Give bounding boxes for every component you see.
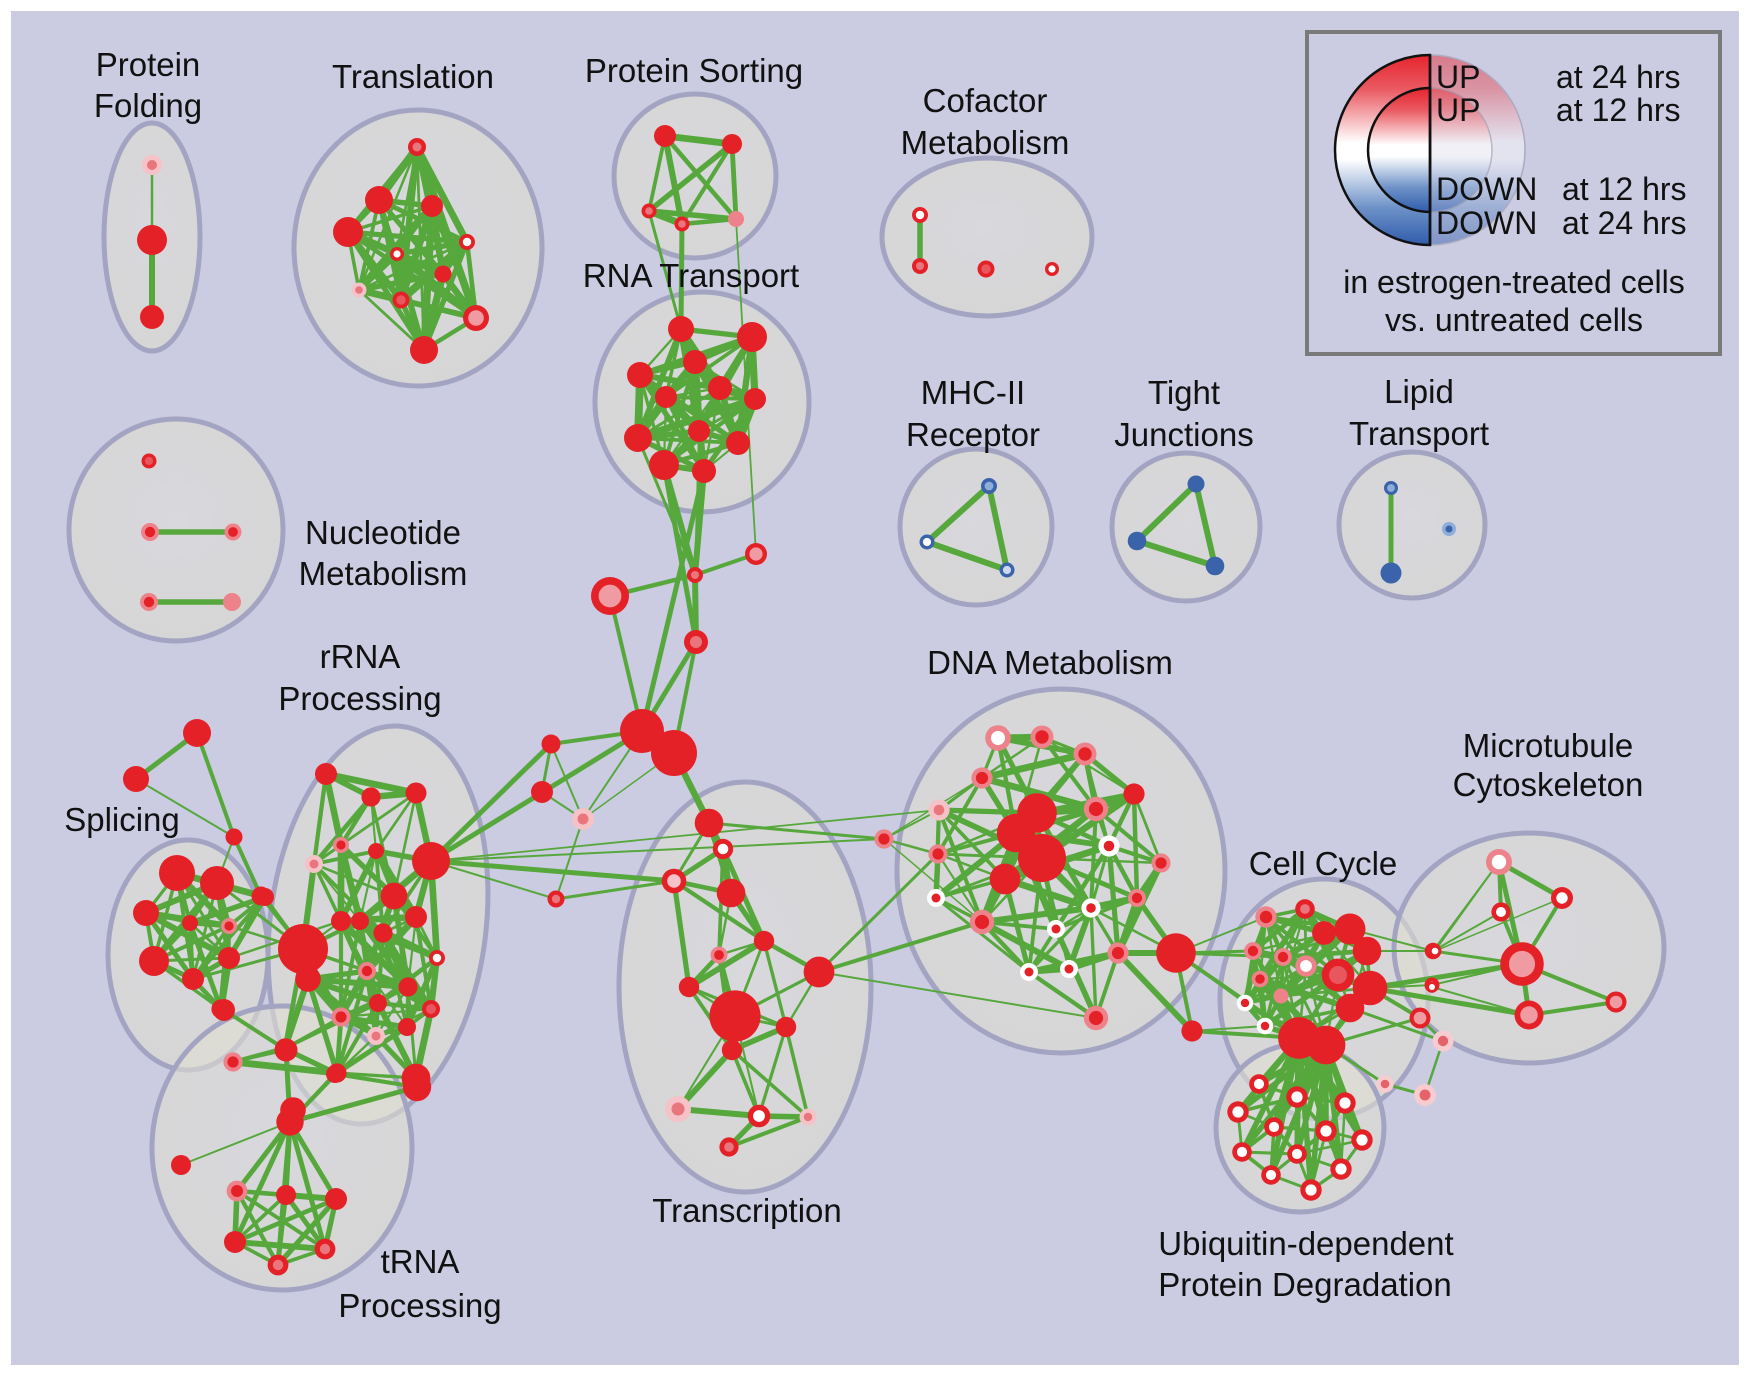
svg-text:Junctions: Junctions — [1114, 416, 1253, 453]
svg-text:Translation: Translation — [332, 58, 494, 95]
svg-text:Folding: Folding — [94, 87, 202, 124]
svg-text:Cell Cycle: Cell Cycle — [1249, 845, 1398, 882]
svg-text:at 24 hrs: at 24 hrs — [1562, 205, 1687, 241]
svg-text:in estrogen-treated cells: in estrogen-treated cells — [1343, 264, 1685, 300]
svg-text:UP: UP — [1436, 59, 1480, 95]
svg-text:RNA Transport: RNA Transport — [583, 257, 799, 294]
svg-text:Protein: Protein — [96, 46, 201, 83]
svg-text:Protein Sorting: Protein Sorting — [585, 52, 803, 89]
svg-text:Ubiquitin-dependent: Ubiquitin-dependent — [1158, 1225, 1453, 1262]
svg-text:Lipid: Lipid — [1384, 373, 1454, 410]
svg-text:Transcription: Transcription — [652, 1192, 842, 1229]
svg-text:Metabolism: Metabolism — [901, 124, 1070, 161]
svg-text:Microtubule: Microtubule — [1463, 727, 1634, 764]
svg-text:DOWN: DOWN — [1436, 205, 1537, 241]
svg-text:tRNA: tRNA — [381, 1243, 460, 1280]
svg-text:Transport: Transport — [1349, 415, 1489, 452]
svg-text:at 12 hrs: at 12 hrs — [1556, 92, 1681, 128]
svg-text:vs. untreated cells: vs. untreated cells — [1385, 302, 1643, 338]
svg-text:at 12 hrs: at 12 hrs — [1562, 171, 1687, 207]
svg-text:Cofactor: Cofactor — [923, 82, 1048, 119]
svg-text:Protein Degradation: Protein Degradation — [1158, 1266, 1452, 1303]
svg-text:Splicing: Splicing — [64, 801, 180, 838]
svg-text:rRNA: rRNA — [320, 638, 401, 675]
svg-text:Receptor: Receptor — [906, 416, 1040, 453]
svg-text:Nucleotide: Nucleotide — [305, 514, 461, 551]
svg-text:Processing: Processing — [278, 680, 441, 717]
svg-text:DNA Metabolism: DNA Metabolism — [927, 644, 1173, 681]
svg-text:UP: UP — [1436, 92, 1480, 128]
svg-text:Cytoskeleton: Cytoskeleton — [1453, 766, 1644, 803]
svg-text:DOWN: DOWN — [1436, 171, 1537, 207]
svg-text:Metabolism: Metabolism — [299, 555, 468, 592]
svg-text:Processing: Processing — [338, 1287, 501, 1324]
svg-text:at 24 hrs: at 24 hrs — [1556, 59, 1681, 95]
svg-text:Tight: Tight — [1148, 374, 1220, 411]
svg-text:MHC-II: MHC-II — [921, 374, 1025, 411]
